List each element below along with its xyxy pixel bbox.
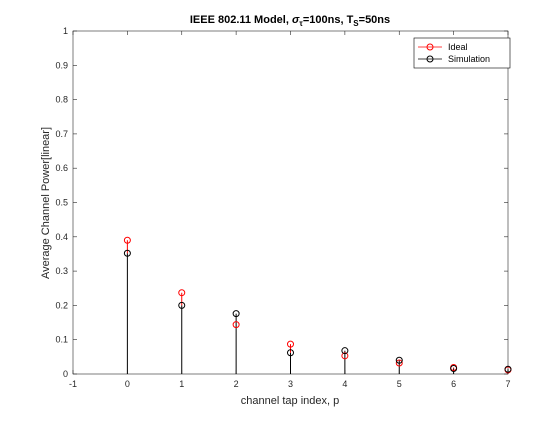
x-tick-label: 5 <box>397 379 402 389</box>
legend-label-ideal: Ideal <box>448 42 468 52</box>
x-tick-label: 6 <box>451 379 456 389</box>
y-tick-label: 1 <box>63 26 68 36</box>
point-simulation <box>287 349 294 357</box>
x-tick-label: 3 <box>288 379 293 389</box>
y-tick-label: 0.3 <box>55 266 68 276</box>
x-tick-label: 2 <box>234 379 239 389</box>
legend-label-simulation: Simulation <box>448 54 490 64</box>
chart-title: IEEE 802.11 Model, στ=100ns, TS=50ns <box>190 14 390 28</box>
point-ideal <box>287 340 294 348</box>
point-ideal <box>232 321 240 329</box>
point-simulation <box>395 356 403 364</box>
point-simulation <box>504 365 512 373</box>
point-simulation <box>341 347 349 355</box>
title-sigma: σ <box>292 14 300 26</box>
y-axis-label: Average Channel Power[linear] <box>40 127 52 279</box>
y-tick-label: 0.2 <box>55 300 68 310</box>
legend: Ideal Simulation <box>413 37 511 69</box>
x-tick-label: 1 <box>179 379 184 389</box>
y-tick-label: 0.9 <box>55 60 68 70</box>
point-ideal <box>123 236 131 244</box>
y-tick-label: 0.8 <box>55 95 68 105</box>
legend-box <box>413 37 511 69</box>
title-s-subscript: S <box>353 19 359 28</box>
point-ideal <box>341 352 349 360</box>
y-tick-label: 0.1 <box>55 335 68 345</box>
title-part-1: IEEE 802.11 Model, <box>190 14 292 26</box>
title-part-3: =50ns <box>359 14 391 26</box>
y-tick-label: 0 <box>63 369 68 379</box>
x-tick-label: 0 <box>125 379 130 389</box>
y-tick-label: 0.5 <box>55 198 68 208</box>
point-simulation <box>450 365 458 373</box>
legend-marker-simulation <box>426 55 434 63</box>
title-tau-subscript: τ <box>299 19 303 28</box>
y-tick-label: 0.6 <box>55 163 68 173</box>
chart-marks <box>123 236 512 374</box>
point-ideal <box>395 359 403 367</box>
point-simulation <box>232 310 240 318</box>
point-simulation <box>123 249 131 257</box>
x-tick-label: 4 <box>342 379 347 389</box>
axes: -1 0 1 2 3 4 5 6 700.10.20.30.40.50.60.70.80.91 <box>55 26 510 389</box>
x-tick-label: 7 <box>505 379 510 389</box>
y-tick-label: 0.4 <box>55 232 68 242</box>
point-simulation <box>178 301 186 309</box>
legend-marker-ideal <box>426 43 434 51</box>
plot-box <box>72 30 509 375</box>
y-tick-label: 0.7 <box>55 129 68 139</box>
point-ideal <box>178 289 186 297</box>
title-part-2: =100ns, T <box>303 14 354 26</box>
x-axis-label: channel tap index, p <box>241 395 339 407</box>
x-tick-label: -1 <box>69 379 77 389</box>
